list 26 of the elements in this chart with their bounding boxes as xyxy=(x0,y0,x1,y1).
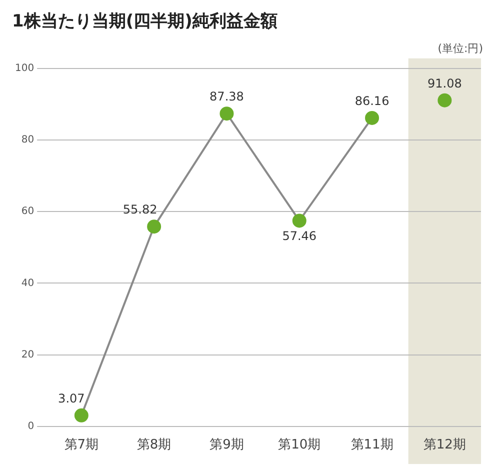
data-label: 3.07 xyxy=(58,392,85,406)
y-tick-label: 100 xyxy=(14,62,34,74)
y-tick-label: 40 xyxy=(21,278,34,289)
point xyxy=(220,106,234,121)
point xyxy=(292,214,306,228)
data-label: 55.82 xyxy=(122,202,158,217)
point xyxy=(74,408,88,422)
y-tick-label: 60 xyxy=(21,206,34,218)
y-tick-label: 80 xyxy=(21,134,34,146)
x-tick-label: 第12期 xyxy=(423,438,466,453)
x-tick-label: 第8期 xyxy=(136,438,172,453)
y-tick-label: 20 xyxy=(21,349,34,360)
x-tick-label: 第9期 xyxy=(210,438,244,453)
x-tick-label: 第11期 xyxy=(350,438,394,453)
y-tick-label: 0 xyxy=(28,420,34,432)
point xyxy=(438,93,452,108)
x-tick-label: 第7期 xyxy=(64,438,99,453)
data-label: 87.38 xyxy=(210,90,244,104)
point xyxy=(147,220,162,234)
x-tick-label: 第10期 xyxy=(278,438,321,453)
data-label: 86.16 xyxy=(354,94,390,108)
data-label: 57.46 xyxy=(282,228,317,243)
text: (単位:円) xyxy=(438,42,483,55)
point xyxy=(365,110,380,125)
data-label: 91.08 xyxy=(427,76,462,90)
chart-title: 1株当たり当期(四半期)純利益金額 xyxy=(12,12,278,32)
